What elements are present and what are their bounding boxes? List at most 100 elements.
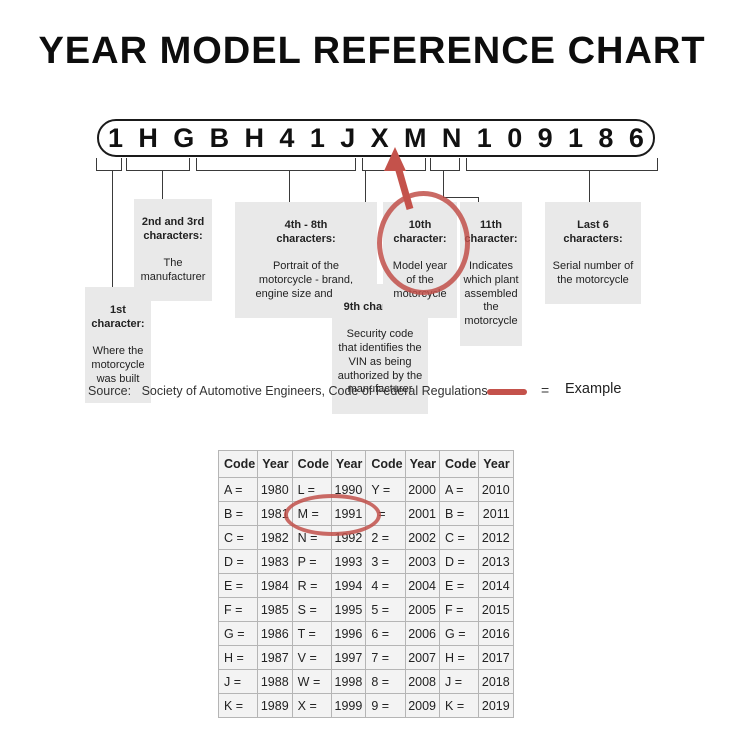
year-cell: 1986 [257, 621, 293, 646]
connector-2nd-3rd [162, 170, 163, 200]
callout-heading: 4th - 8th characters: [276, 218, 336, 245]
table-row: F = 1985 S = 1995 5 = 2005 F = 2015 [217, 597, 514, 622]
code-cell: V = [291, 645, 332, 670]
year-cell: 1994 [330, 573, 367, 598]
code-cell: 4 = [365, 573, 406, 598]
code-cell: E = [217, 573, 259, 598]
vin-character: 8 [598, 122, 614, 153]
year-cell: 2007 [404, 645, 441, 670]
code-cell: 8 = [365, 669, 406, 694]
code-cell: B = [217, 501, 259, 526]
vin-character: 1 [476, 122, 492, 153]
year-cell: 1988 [257, 669, 293, 694]
callout-heading: 2nd and 3rd characters: [141, 215, 205, 242]
table-row: G = 1986 T = 1996 6 = 2006 G = 2016 [217, 621, 514, 646]
table-header-cell: Code [365, 450, 406, 478]
year-cell: 2016 [478, 621, 514, 646]
code-cell: S = [291, 597, 332, 622]
year-cell: 2009 [404, 693, 441, 718]
connector-11th-c [478, 197, 479, 204]
legend-example-label: Example [565, 381, 622, 397]
table-row: J = 1988 W = 1998 8 = 2008 J = 2018 [217, 669, 514, 694]
code-cell: H = [439, 645, 480, 670]
table-header-cell: Code [217, 450, 259, 478]
table-row: D = 1983 P = 1993 3 = 2003 D = 2013 [217, 549, 514, 574]
code-cell: K = [217, 693, 259, 718]
table-header-cell: Year [330, 450, 367, 478]
vin-character: 4 [279, 122, 295, 153]
vin-character: 0 [507, 122, 523, 153]
code-cell: Y = [365, 477, 406, 502]
year-cell: 2013 [478, 549, 514, 574]
vin-character: 1 [309, 122, 325, 153]
bracket-2nd-3rd-chars [126, 158, 190, 171]
code-cell: B = [439, 501, 480, 526]
code-cell: J = [439, 669, 480, 694]
callout-heading: 1st character: [91, 303, 145, 330]
callout-body: Serial number of the motorcycle [552, 260, 634, 286]
year-cell: 1984 [257, 573, 293, 598]
callout-2nd-3rd-characters: 2nd and 3rd characters: The manufacturer [134, 199, 212, 302]
connector-11th-b [443, 197, 478, 198]
year-code-table: Code Year Code Year Code Year Code Year A = 1980 L… [217, 450, 514, 718]
code-cell: F = [217, 597, 259, 622]
code-cell: 3 = [365, 549, 406, 574]
example-circle-m-1991 [284, 494, 381, 536]
callout-11th-character: 11th character: Indicates which plant as… [460, 202, 522, 346]
vin-character: M [404, 122, 427, 153]
code-cell: D = [439, 549, 480, 574]
table-header-row: Code Year Code Year Code Year Code Year [217, 450, 514, 478]
year-cell: 1996 [330, 621, 367, 646]
table-row: K = 1989 X = 1999 9 = 2009 K = 2019 [217, 693, 514, 718]
code-cell: W = [291, 669, 332, 694]
bracket-1st-char [96, 158, 122, 171]
callout-heading: Last 6 characters: [563, 218, 623, 245]
year-cell: 1982 [257, 525, 293, 550]
table-header-cell: Code [439, 450, 480, 478]
code-cell: 5 = [365, 597, 406, 622]
vin-character: H [138, 122, 158, 153]
vin-character: J [340, 122, 356, 153]
vin-character: G [173, 122, 195, 153]
vin-character: B [209, 122, 230, 153]
year-cell: 1985 [257, 597, 293, 622]
table-row: A = 1980 L = 1990 Y = 2000 A = 2010 [217, 477, 514, 502]
table-header-cell: Year [257, 450, 293, 478]
connector-11th-a [443, 170, 444, 198]
code-cell: P = [291, 549, 332, 574]
code-cell: G = [217, 621, 259, 646]
code-cell: F = [439, 597, 480, 622]
table-header-cell: Code [291, 450, 332, 478]
callout-body: Security code that identifies the VIN as… [337, 328, 423, 396]
year-cell: 1980 [257, 477, 293, 502]
year-cell: 2018 [478, 669, 514, 694]
year-cell: 2002 [404, 525, 441, 550]
year-cell: 2003 [404, 549, 441, 574]
connector-4th-8th [289, 170, 290, 203]
page-title: YEAR MODEL REFERENCE CHART [38, 30, 706, 72]
year-cell: 2015 [478, 597, 514, 622]
callout-last-6-characters: Last 6 characters: Serial number of the … [545, 202, 641, 305]
year-cell: 2004 [404, 573, 441, 598]
year-cell: 1999 [330, 693, 367, 718]
code-cell: C = [217, 525, 259, 550]
year-cell: 2008 [404, 669, 441, 694]
bracket-4th-8th-chars [196, 158, 356, 171]
code-cell: 6 = [365, 621, 406, 646]
year-cell: 2001 [404, 501, 441, 526]
year-cell: 1997 [330, 645, 367, 670]
year-cell: 2017 [478, 645, 514, 670]
example-arrow-icon [384, 147, 414, 210]
code-cell: A = [217, 477, 259, 502]
code-cell: A = [439, 477, 480, 502]
year-cell: 2014 [478, 573, 514, 598]
code-cell: C = [439, 525, 480, 550]
vin-character: X [370, 122, 389, 153]
year-cell: 1998 [330, 669, 367, 694]
vin-character: 6 [628, 122, 644, 153]
code-cell: X = [291, 693, 332, 718]
vin-character: 1 [108, 122, 124, 153]
legend-equals: = [541, 382, 550, 398]
